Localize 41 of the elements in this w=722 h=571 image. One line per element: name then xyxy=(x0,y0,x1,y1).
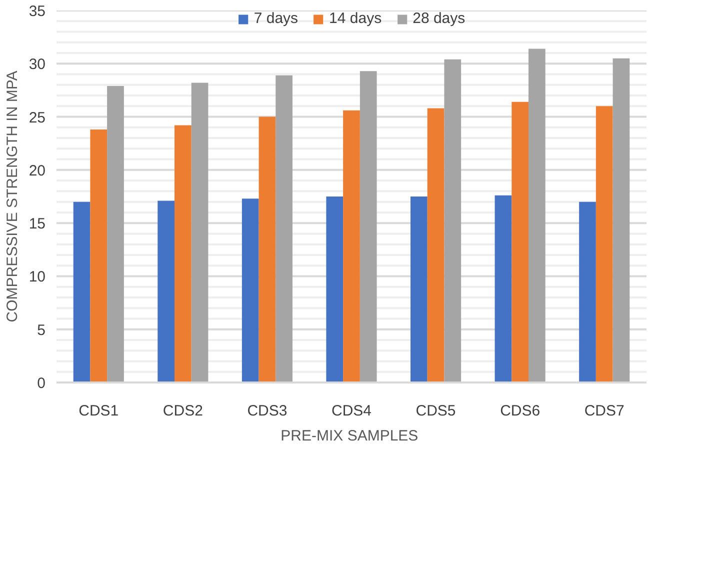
legend-label: 28 days xyxy=(412,10,466,27)
x-tick-label: CDS4 xyxy=(331,402,372,420)
legend-label: 14 days xyxy=(329,10,382,27)
bar xyxy=(326,196,344,382)
bar xyxy=(410,196,428,382)
bar xyxy=(444,59,462,382)
x-tick-label: CDS3 xyxy=(247,402,288,420)
x-tick-label: CDS6 xyxy=(500,402,540,420)
x-axis-title: PRE-MIX SAMPLES xyxy=(280,428,418,444)
bar xyxy=(360,71,377,382)
bar xyxy=(612,58,630,382)
y-tick-label: 5 xyxy=(37,322,46,339)
x-tick-label: CDS2 xyxy=(162,402,203,420)
bar xyxy=(596,106,613,382)
y-tick-label: 30 xyxy=(28,56,46,74)
bar xyxy=(427,108,444,382)
bar xyxy=(579,202,596,382)
y-tick-label: 15 xyxy=(28,216,46,233)
legend-label: 7 days xyxy=(254,10,298,27)
bar xyxy=(528,48,546,382)
x-tick-label: CDS1 xyxy=(78,402,119,420)
bar xyxy=(107,86,124,382)
y-tick-label: 10 xyxy=(28,268,46,286)
bar xyxy=(258,116,276,382)
y-axis-title: COMPRESSIVE STRENGTH IN MPA xyxy=(4,70,21,322)
x-tick-label: CDS7 xyxy=(584,402,624,420)
bar xyxy=(73,202,90,382)
bar xyxy=(343,110,360,382)
y-tick-label: 20 xyxy=(28,162,46,180)
bar xyxy=(174,125,192,382)
y-tick-label: 0 xyxy=(37,375,46,392)
y-tick-label: 35 xyxy=(28,3,46,20)
bar xyxy=(512,102,528,382)
x-tick-label: CDS5 xyxy=(416,402,456,420)
bar xyxy=(191,82,208,382)
y-tick-label: 25 xyxy=(28,109,46,126)
bar xyxy=(90,130,108,382)
bar xyxy=(276,75,292,382)
bar xyxy=(494,195,512,382)
bar xyxy=(158,200,174,382)
bar xyxy=(242,198,259,382)
